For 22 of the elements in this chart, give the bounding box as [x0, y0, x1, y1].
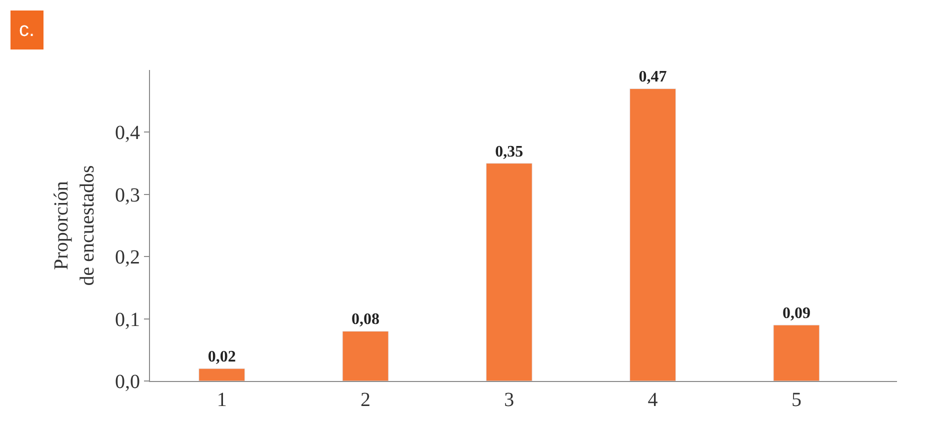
x-tick-label: 2 [360, 389, 370, 411]
x-tick-label: 1 [216, 389, 227, 411]
chart-title: c. [19, 19, 35, 41]
data-label: 0,35 [495, 143, 524, 160]
y-axis-title: Proporción de encuestados [50, 165, 98, 286]
y-tick-label: 0,1 [115, 308, 140, 331]
bar [630, 88, 676, 381]
bar [198, 368, 246, 381]
x-tick-label: 5 [791, 389, 802, 411]
data-label: 0,08 [351, 311, 380, 328]
y-tick-label: 0,4 [115, 122, 140, 144]
bar [486, 163, 532, 381]
data-label: 0,47 [638, 68, 667, 86]
y-tick-label: 0,0 [115, 371, 140, 393]
y-tick-label: 0,2 [115, 246, 140, 269]
x-tick-label: 4 [648, 389, 658, 411]
bar [773, 324, 820, 381]
bar [342, 330, 389, 381]
data-label: 0,02 [208, 348, 236, 366]
x-tick-label: 3 [504, 389, 514, 411]
y-tick-label: 0,3 [115, 184, 140, 206]
data-label: 0,09 [782, 305, 810, 322]
